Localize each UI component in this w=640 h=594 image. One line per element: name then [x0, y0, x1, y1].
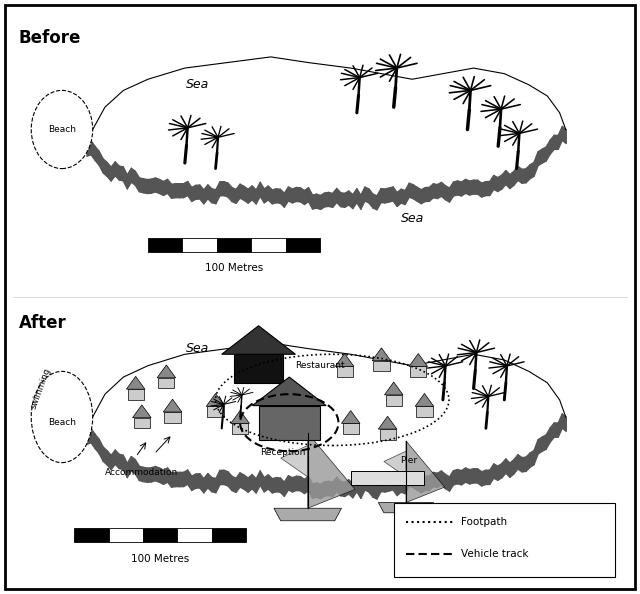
Polygon shape — [373, 361, 390, 371]
Polygon shape — [132, 405, 151, 418]
Polygon shape — [337, 366, 353, 377]
Polygon shape — [378, 416, 397, 429]
Bar — [182, 238, 217, 252]
Bar — [285, 238, 320, 252]
Polygon shape — [335, 353, 354, 366]
Polygon shape — [380, 429, 396, 440]
Polygon shape — [221, 326, 296, 354]
Polygon shape — [281, 446, 308, 477]
Polygon shape — [86, 57, 566, 191]
Polygon shape — [234, 354, 283, 383]
Text: Beach: Beach — [48, 125, 76, 134]
Polygon shape — [415, 393, 434, 406]
Bar — [148, 238, 182, 252]
Polygon shape — [259, 406, 320, 440]
Ellipse shape — [31, 90, 93, 169]
Polygon shape — [308, 433, 355, 508]
Polygon shape — [134, 418, 150, 428]
Text: Pier: Pier — [400, 456, 417, 466]
Polygon shape — [127, 377, 145, 389]
Text: Beach: Beach — [48, 418, 76, 427]
Polygon shape — [384, 451, 406, 477]
Polygon shape — [372, 348, 390, 361]
Polygon shape — [163, 399, 182, 412]
Text: 100 Metres: 100 Metres — [131, 554, 189, 564]
Polygon shape — [158, 378, 175, 388]
Polygon shape — [410, 366, 426, 377]
Polygon shape — [232, 424, 248, 434]
Polygon shape — [386, 395, 402, 406]
Text: swimming: swimming — [29, 366, 52, 410]
Polygon shape — [378, 503, 434, 513]
Polygon shape — [409, 353, 428, 366]
Text: Reception: Reception — [260, 448, 306, 457]
Bar — [109, 528, 143, 542]
Bar — [217, 238, 251, 252]
Bar — [251, 238, 285, 252]
Text: Accommodation: Accommodation — [105, 468, 178, 478]
Polygon shape — [385, 382, 403, 395]
Bar — [394, 503, 615, 577]
Text: Restaurant: Restaurant — [296, 361, 345, 370]
Polygon shape — [342, 424, 359, 434]
Polygon shape — [417, 406, 433, 417]
Text: Sea: Sea — [186, 342, 209, 355]
Polygon shape — [274, 508, 342, 521]
Text: 100 Metres: 100 Metres — [205, 264, 263, 273]
Bar — [212, 528, 246, 542]
Text: Before: Before — [19, 29, 81, 47]
Text: Sea: Sea — [186, 78, 209, 91]
Polygon shape — [406, 441, 445, 503]
Ellipse shape — [31, 371, 93, 463]
Bar — [177, 528, 212, 542]
Bar — [351, 471, 424, 485]
Bar — [143, 528, 177, 542]
Polygon shape — [206, 393, 225, 406]
Polygon shape — [231, 410, 250, 424]
Text: Sea: Sea — [401, 212, 424, 225]
Polygon shape — [127, 389, 144, 400]
Polygon shape — [157, 365, 175, 378]
Polygon shape — [86, 343, 566, 480]
Text: After: After — [19, 314, 67, 333]
Bar — [74, 528, 109, 542]
Polygon shape — [207, 406, 223, 417]
Polygon shape — [164, 412, 180, 423]
Text: Footpath: Footpath — [461, 517, 508, 527]
Polygon shape — [342, 410, 360, 424]
Text: Vehicle track: Vehicle track — [461, 549, 529, 559]
Polygon shape — [252, 377, 326, 406]
